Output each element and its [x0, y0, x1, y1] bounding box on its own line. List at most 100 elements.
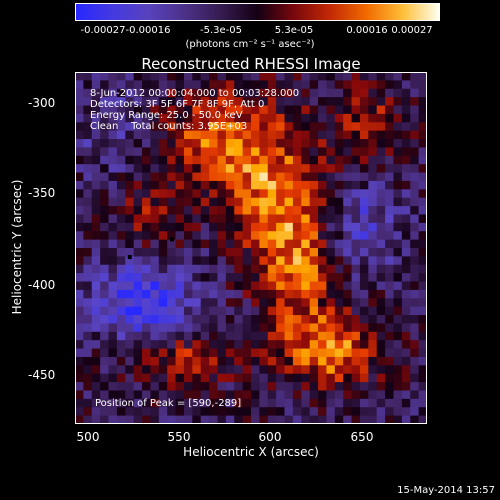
heatmap-cell — [175, 331, 185, 341]
heatmap-cell — [359, 222, 369, 232]
heatmap-cell — [276, 214, 285, 224]
heatmap-cell — [359, 273, 369, 282]
heatmap-cell — [183, 356, 193, 366]
heatmap-cell — [91, 189, 101, 199]
heatmap-cell — [418, 197, 427, 207]
heatmap-cell — [200, 390, 210, 400]
heatmap-cell — [175, 206, 185, 215]
heatmap-cell — [359, 139, 369, 148]
heatmap-cell — [351, 122, 361, 132]
heatmap-cell — [368, 365, 378, 375]
heatmap-cell — [276, 348, 285, 358]
heatmap-cell — [385, 105, 394, 115]
heatmap-cell — [351, 365, 361, 375]
timestamp: 15-May-2014 13:57 — [397, 485, 495, 496]
heatmap-cell — [351, 197, 361, 207]
heatmap-cell — [284, 189, 294, 199]
heatmap-cell — [242, 281, 252, 291]
heatmap-cell — [259, 164, 269, 173]
heatmap-cell — [385, 80, 394, 90]
heatmap-cell — [225, 147, 235, 157]
heatmap-cell — [116, 256, 126, 266]
heatmap-cell — [284, 248, 294, 257]
heatmap-cell — [91, 72, 101, 81]
heatmap-cell — [225, 331, 235, 341]
heatmap-cell — [284, 298, 294, 308]
heatmap-cell — [284, 340, 294, 349]
heatmap-cell — [242, 72, 252, 81]
heatmap-cell — [326, 139, 336, 148]
heatmap-cell — [334, 239, 344, 249]
heatmap-cell — [225, 340, 235, 349]
heatmap-cell — [209, 281, 218, 291]
heatmap-cell — [183, 382, 193, 391]
heatmap-cell — [318, 88, 327, 98]
heatmap-cell — [251, 72, 260, 81]
heatmap-cell — [116, 348, 126, 358]
heatmap-cell — [376, 239, 386, 249]
heatmap-cell — [192, 298, 202, 308]
heatmap-cell — [292, 382, 302, 391]
heatmap-cell — [292, 72, 302, 81]
heatmap-cell — [225, 348, 235, 358]
heatmap-cell — [158, 164, 168, 173]
heatmap-cell — [301, 331, 311, 341]
heatmap-cell — [91, 323, 101, 333]
heatmap-cell — [142, 273, 151, 282]
heatmap-cell — [368, 189, 378, 199]
heatmap-cell — [368, 180, 378, 190]
heatmap-cell — [158, 189, 168, 199]
heatmap-cell — [133, 373, 143, 383]
heatmap-cell — [116, 172, 126, 182]
heatmap-cell — [259, 105, 269, 115]
heatmap-cell — [276, 147, 285, 157]
heatmap-cell — [91, 239, 101, 249]
heatmap-cell — [91, 88, 101, 98]
heatmap-cell — [242, 222, 252, 232]
heatmap-cell — [410, 306, 420, 316]
peak-position-label: Position of Peak = [590,-289] — [95, 398, 242, 409]
heatmap-cell — [309, 331, 319, 341]
heatmap-cell — [401, 164, 411, 173]
heatmap-cell — [167, 256, 176, 266]
heatmap-plot — [75, 72, 427, 424]
heatmap-cell — [108, 289, 118, 299]
heatmap-cell — [209, 164, 218, 173]
heatmap-cell — [393, 122, 403, 132]
heatmap-cell — [318, 164, 327, 173]
heatmap-cell — [418, 239, 427, 249]
heatmap-cell — [376, 398, 386, 408]
heatmap-cell — [116, 197, 126, 207]
heatmap-cell — [309, 80, 319, 90]
heatmap-cell — [183, 231, 193, 241]
heatmap-cell — [91, 231, 101, 241]
heatmap-cell — [167, 248, 176, 257]
heatmap-cell — [167, 72, 176, 81]
heatmap-cell — [183, 155, 193, 165]
heatmap-cell — [100, 139, 109, 148]
heatmap-cell — [175, 264, 185, 274]
colorbar-tick-label: 5.3e-05 — [274, 25, 314, 36]
heatmap-cell — [309, 398, 319, 408]
heatmap-cell — [209, 147, 218, 157]
heatmap-cell — [142, 155, 151, 165]
heatmap-cell — [108, 164, 118, 173]
heatmap-cell — [133, 122, 143, 132]
heatmap-cell — [418, 264, 427, 274]
heatmap-cell — [359, 248, 369, 257]
heatmap-cell — [267, 306, 277, 316]
annotation-counts: Clean Total counts: 3.95E+03 — [90, 121, 248, 132]
heatmap-cell — [133, 139, 143, 148]
heatmap-cell — [410, 88, 420, 98]
heatmap-cell — [242, 398, 252, 408]
heatmap-cell — [318, 273, 327, 282]
heatmap-cell — [410, 97, 420, 106]
heatmap-cell — [359, 331, 369, 341]
heatmap-cell — [142, 105, 151, 115]
heatmap-cell — [242, 130, 252, 140]
heatmap-cell — [267, 323, 277, 333]
heatmap-cell — [259, 373, 269, 383]
heatmap-cell — [167, 222, 176, 232]
heatmap-cell — [192, 113, 202, 123]
heatmap-cell — [376, 298, 386, 308]
